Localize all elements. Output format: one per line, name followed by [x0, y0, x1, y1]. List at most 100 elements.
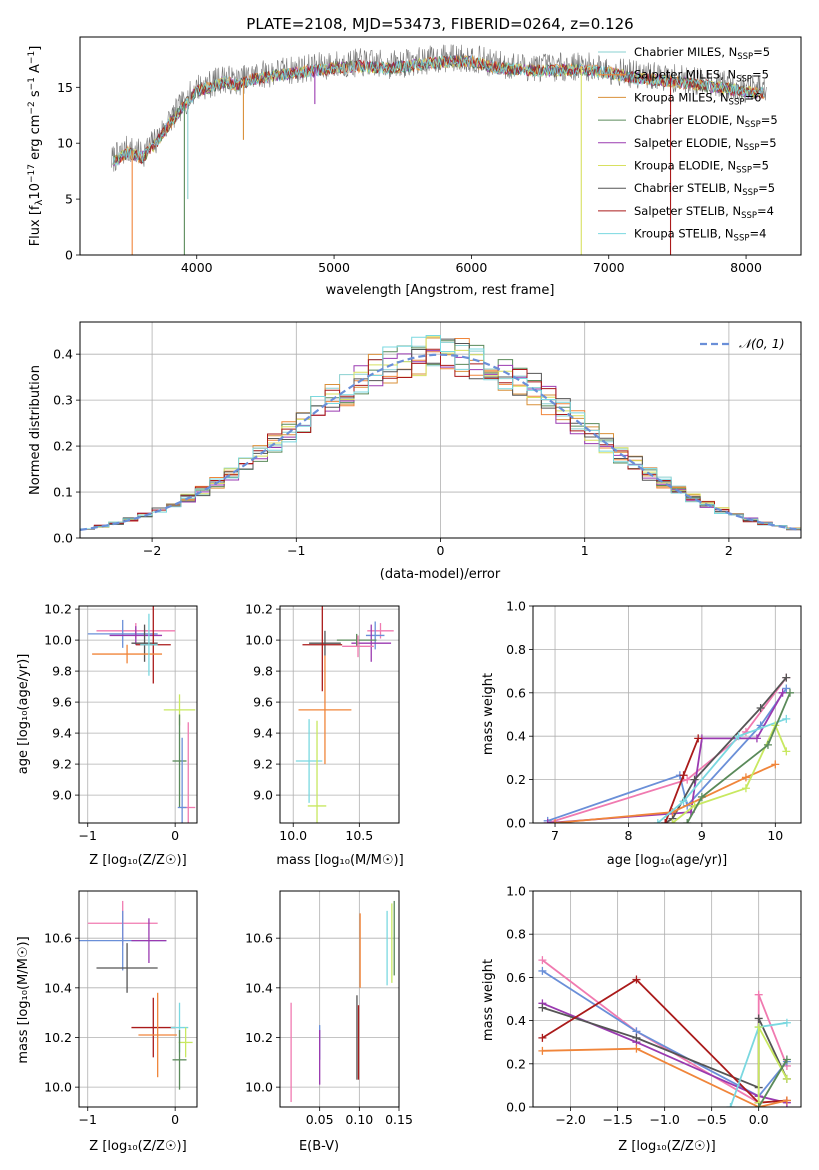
mwZ-series-5-marker-3 — [782, 1096, 791, 1105]
mwAge-series-3-marker-3 — [756, 703, 765, 712]
spectrum-legend-label-0: Chabrier MILES, NSSP=5 — [634, 45, 770, 62]
ageZ-ylabel: age [log₁₀(age/yr)] — [16, 654, 31, 775]
massZ-xtick-label-1: 0 — [171, 1112, 179, 1127]
mwZ-series-4-marker-0 — [538, 1033, 547, 1042]
spectrum-legend-label-1: Salpeter MILES, NSSP=5 — [634, 68, 769, 85]
residuals-bars — [80, 335, 801, 538]
mwAge-xtick-label-2: 9 — [698, 828, 706, 843]
mwAge-xtick-label-0: 7 — [551, 828, 559, 843]
mwAge-series-2 — [547, 692, 784, 823]
mwZ-series-1 — [541, 970, 788, 1098]
mwAge-series-8-marker-3 — [785, 688, 794, 697]
spectrum-xtick-label-2: 6000 — [455, 260, 487, 275]
mwZ-lines — [538, 956, 791, 1107]
spectrum-xtick-label-3: 7000 — [593, 260, 625, 275]
spectrum-legend-label-3: Chabrier ELODIE, NSSP=5 — [634, 113, 778, 130]
mwZ-ytick-label-5: 1.0 — [506, 884, 526, 899]
massZ-xlabel: Z [log₁₀(Z/Z☉)] — [89, 1139, 186, 1154]
massweight-vs-Z-panel: Z [log₁₀(Z/Z☉)] mass weight −2.0 −1.5 −1.0… — [481, 884, 802, 1154]
mwAge-xtick-label-3: 10 — [767, 828, 783, 843]
massZ-point-3 — [96, 943, 158, 993]
mwAge-series-5-marker-2 — [741, 773, 750, 782]
mwZ-series-3-marker-3 — [754, 1014, 763, 1023]
mwAge-ytick-label-1: 0.2 — [506, 772, 526, 787]
spectrum-legend-label-6: Chabrier STELIB, NSSP=5 — [634, 181, 775, 198]
ageM-ytick-label-6: 10.2 — [245, 602, 273, 617]
massE-xlabel: E(B-V) — [299, 1139, 339, 1154]
ageM-xtick-label-1: 10.5 — [345, 828, 373, 843]
mwAge-lines — [543, 673, 794, 823]
spectrum-ylabel-h: −1 — [27, 77, 37, 90]
mwAge-series-2-marker-4 — [778, 688, 787, 697]
mwZ-series-0-marker-3 — [754, 990, 763, 999]
spectrum-model-line-8 — [112, 54, 765, 167]
mwAge-series-7-marker-0 — [668, 819, 677, 823]
massZ-ytick-label-2: 10.4 — [44, 980, 72, 995]
mwZ-series-7-marker-1 — [754, 1023, 763, 1032]
massE-frame — [279, 890, 400, 1108]
ageZ-ytick-label-5: 10.0 — [44, 633, 72, 648]
mwZ-series-7-marker-2 — [782, 1074, 791, 1083]
mwAge-xlabel: age [log₁₀(age/yr)] — [607, 853, 728, 868]
mwZ-frame — [532, 890, 802, 1108]
mwAge-ytick-label-2: 0.4 — [506, 729, 526, 744]
mwZ-ylabel: mass weight — [481, 959, 496, 1041]
mwZ-series-0-marker-0 — [538, 956, 547, 965]
mwZ-xtick-label-0: −2.0 — [555, 1112, 585, 1127]
mwAge-series-8-marker-0 — [683, 819, 692, 823]
mwAge-ylabel: mass weight — [481, 673, 496, 755]
spectrum-ylabel-j: −1 — [27, 51, 37, 64]
mwZ-ytick-label-2: 0.4 — [506, 1013, 526, 1028]
residuals-ytick-label-3: 0.3 — [53, 393, 73, 408]
mwZ-series-5 — [542, 1047, 788, 1107]
mwAge-series-8-marker-1 — [697, 792, 706, 801]
massZ-point-7 — [178, 1027, 193, 1058]
mwZ-series-4-marker-1 — [632, 975, 641, 984]
mwAge-series-1-marker-4 — [782, 684, 791, 693]
ageZ-point-5 — [92, 644, 163, 664]
residuals-xtick-label-3: 1 — [581, 543, 589, 558]
massE-ytick-label-3: 10.6 — [245, 931, 273, 946]
ageM-xtick-label-0: 10.0 — [279, 828, 307, 843]
massE-xtick-label-1: 0.10 — [345, 1112, 373, 1127]
spectrum-ylabel-k: ] — [28, 46, 43, 51]
massZ-ytick-label-1: 10.2 — [44, 1030, 72, 1045]
ageZ-points — [87, 606, 196, 823]
ageM-point-4 — [302, 606, 343, 692]
mwAge-series-6-marker-0 — [653, 819, 662, 823]
figure-title: PLATE=2108, MJD=53473, FIBERID=0264, z=0… — [246, 15, 633, 33]
massZ-ylabel: mass [log₁₀(M/M☉)] — [16, 936, 31, 1063]
spectrum-ylabel-d: −17 — [27, 164, 37, 183]
ageZ-xlabel: Z [log₁₀(Z/Z☉)] — [89, 853, 186, 868]
mwAge-series-3-marker-2 — [690, 775, 699, 784]
mwZ-series-1-marker-0 — [538, 966, 547, 975]
ageZ-ytick-label-2: 9.4 — [52, 726, 72, 741]
spectrum-xlabel: wavelength [Angstrom, rest frame] — [326, 283, 555, 298]
massE-xtick-label-0: 0.05 — [306, 1112, 334, 1127]
ageM-point-8 — [336, 633, 377, 647]
mwAge-series-8 — [686, 692, 791, 823]
ageZ-ytick-label-0: 9.0 — [52, 788, 72, 803]
spectrum-ytick-label-3: 15 — [57, 80, 73, 95]
massZ-point-5 — [138, 992, 177, 1078]
ageM-ytick-label-3: 9.6 — [253, 695, 273, 710]
spectrum-xtick-label-0: 4000 — [181, 260, 213, 275]
ageM-ytick-label-5: 10.0 — [245, 633, 273, 648]
mwAge-ytick-label-3: 0.6 — [506, 685, 526, 700]
mwZ-xtick-label-3: −0.5 — [696, 1112, 726, 1127]
ageM-point-3 — [309, 630, 341, 656]
spectrum-legend-label-5: Kroupa ELODIE, NSSP=5 — [634, 159, 769, 176]
mwAge-series-6-marker-3 — [782, 714, 791, 723]
mwAge-series-0 — [547, 677, 788, 823]
mass-vs-Z-panel: Z [log₁₀(Z/Z☉)] mass [log₁₀(M/M☉)] −1 0 10… — [16, 890, 198, 1154]
spectrum-legend-label-7: Salpeter STELIB, NSSP=4 — [634, 204, 774, 221]
ageZ-point-8 — [172, 714, 187, 808]
ageZ-point-6 — [140, 613, 158, 676]
residuals-ytick-label-0: 0.0 — [53, 531, 73, 546]
residuals-panel: (data-model)/error Normed distribution −… — [28, 321, 802, 582]
spectrum-xtick-label-4: 8000 — [730, 260, 762, 275]
residuals-xlabel: (data-model)/error — [380, 567, 501, 582]
ageZ-ytick-label-3: 9.6 — [52, 695, 72, 710]
ageZ-point-10 — [177, 737, 187, 823]
